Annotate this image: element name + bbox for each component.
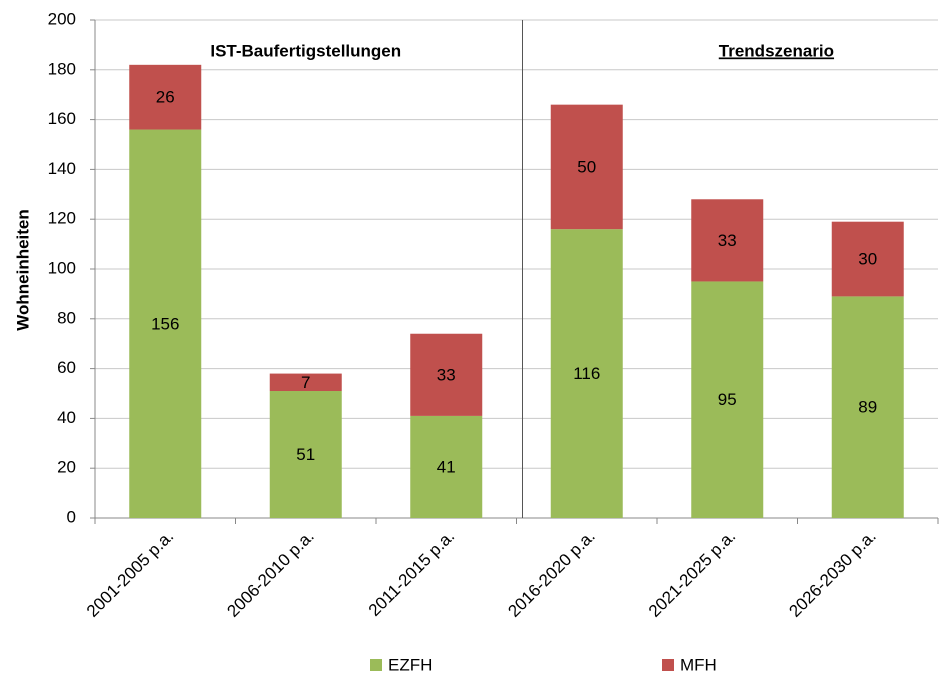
bar-segment	[269, 373, 342, 392]
y-tick-label: 0	[67, 507, 76, 526]
data-label: 30	[858, 250, 877, 269]
bar-segment	[831, 296, 904, 518]
data-label: 51	[296, 445, 315, 464]
bar-segment	[691, 281, 764, 518]
bar-segment	[129, 129, 202, 518]
x-tick-label: 2026-2030 p.a.	[785, 527, 879, 621]
bar-segment	[831, 221, 904, 297]
y-tick-label: 100	[48, 258, 76, 277]
bar-segment	[269, 391, 342, 518]
data-label: 33	[718, 231, 737, 250]
legend-swatch	[370, 659, 382, 671]
legend-label: MFH	[680, 655, 717, 674]
data-label: 26	[156, 88, 175, 107]
data-label: 116	[573, 364, 600, 383]
data-label: 156	[151, 314, 179, 333]
bar-segment	[129, 64, 202, 130]
y-tick-label: 60	[57, 358, 76, 377]
section-label: IST-Baufertigstellungen	[210, 41, 401, 60]
bar-segment	[550, 104, 623, 230]
y-tick-label: 20	[57, 458, 76, 477]
x-tick-label: 2021-2025 p.a.	[645, 527, 739, 621]
data-label: 50	[577, 157, 596, 176]
y-tick-label: 200	[48, 9, 76, 28]
data-label: 95	[718, 390, 737, 409]
data-label: 7	[301, 373, 310, 392]
section-label: Trendszenario	[719, 41, 834, 60]
y-tick-label: 40	[57, 408, 76, 427]
legend-swatch	[662, 659, 674, 671]
x-tick-label: 2001-2005 p.a.	[83, 527, 177, 621]
x-tick-label: 2011-2015 p.a.	[365, 527, 458, 620]
y-tick-label: 120	[48, 209, 76, 228]
bar-segment	[691, 199, 764, 282]
y-axis-label: Wohneinheiten	[13, 209, 32, 331]
bar-segment	[550, 229, 623, 518]
bar-segment	[410, 415, 483, 518]
data-label: 33	[437, 365, 456, 384]
y-tick-label: 80	[57, 308, 76, 327]
y-tick-label: 140	[48, 159, 76, 178]
legend-label: EZFH	[388, 655, 432, 674]
x-tick-label: 2006-2010 p.a.	[223, 527, 317, 621]
bar-segment	[410, 333, 483, 416]
data-label: 41	[437, 457, 456, 476]
y-tick-label: 160	[48, 109, 76, 128]
x-tick-label: 2016-2020 p.a.	[504, 527, 598, 621]
data-label: 89	[858, 398, 877, 417]
y-tick-label: 180	[48, 59, 76, 78]
